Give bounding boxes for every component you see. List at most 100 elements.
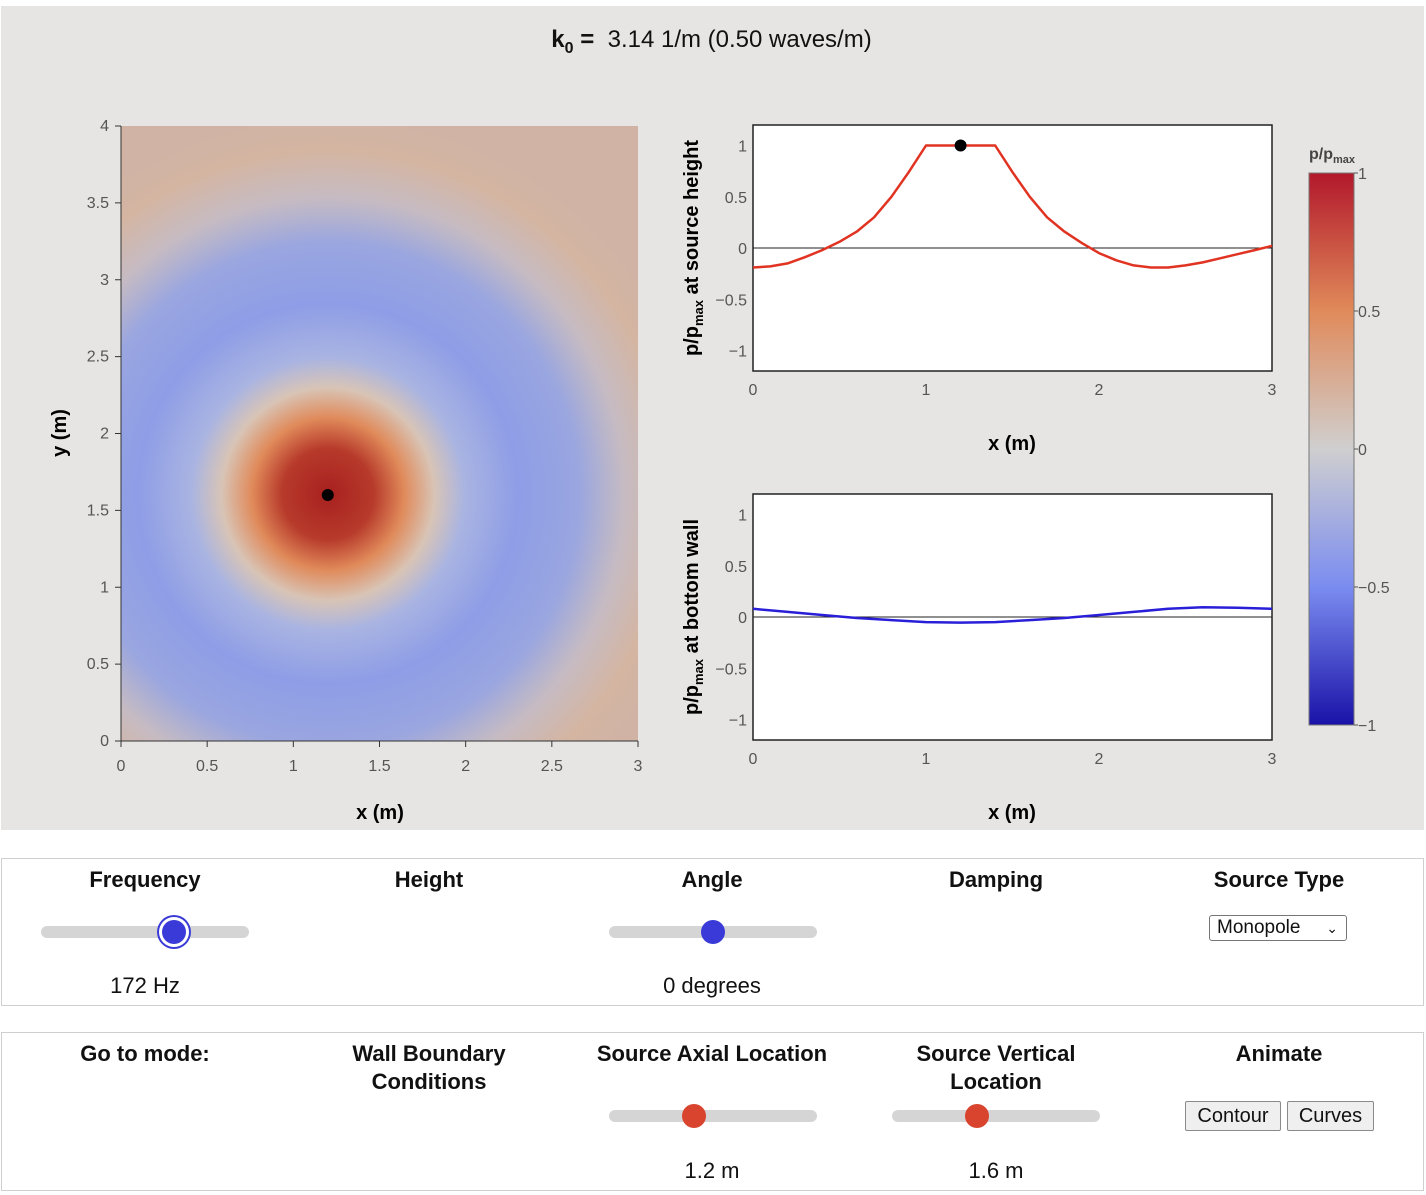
contour-y-tick-label: 4 [100, 118, 109, 135]
wall-boundary-title-line1: Wall Boundary [352, 1041, 506, 1066]
k-value: 3.14 1/m (0.50 waves/m) [607, 26, 872, 53]
source-height-chart: 1 0.5 0 −0.5 −1 0 1 2 3 [715, 139, 1276, 400]
source-vertical-title-line1: Source Vertical [916, 1041, 1076, 1066]
colorbar-tick-label: 0 [1358, 442, 1367, 459]
angle-slider-thumb[interactable] [701, 920, 725, 944]
contour-y-label: y (m) [49, 409, 71, 457]
source-vertical-value: 1.6 m [968, 1158, 1024, 1183]
frequency-value: 172 Hz [110, 973, 180, 998]
bottom-wall-chart: 1 0.5 0 −0.5 −1 0 1 2 3 [715, 508, 1276, 769]
contour-x-tick-label: 3 [634, 758, 643, 775]
frequency-control: Frequency [30, 866, 260, 894]
source-vertical-slider[interactable] [892, 1104, 1100, 1128]
damping-title: Damping [948, 867, 1044, 892]
figure-svg: 0 0.5 1 1.5 2 2.5 3 0 0.5 1 1.5 2 2.5 3 3.5 4 x (m) y (… [49, 118, 1390, 824]
animate-curves-button[interactable]: Curves [1287, 1101, 1374, 1131]
y-tick-label: 0.5 [725, 559, 747, 576]
wavenumber-readout: k0 = 3.14 1/m (0.50 waves/m) [0, 26, 1423, 58]
source-vertical-title-line2: Location [950, 1069, 1042, 1094]
contour-ticks: 0 0.5 1 1.5 2 2.5 3 0 0.5 1 1.5 2 2.5 3 3.5 4 [87, 118, 643, 775]
source-type-title: Source Type [1213, 867, 1345, 892]
contour-y-tick-label: 2.5 [87, 349, 109, 366]
bottom-wall-x-label: x (m) [988, 802, 1036, 824]
contour-x-tick-label: 0 [117, 758, 126, 775]
animate-contour-button[interactable]: Contour [1185, 1101, 1281, 1131]
contour-x-tick-label: 0.5 [196, 758, 218, 775]
source-axial-slider-thumb[interactable] [682, 1104, 707, 1128]
y-tick-label: −1 [729, 344, 747, 361]
y-tick-label: −1 [729, 713, 747, 730]
colorbar-title: p/pmax [1309, 146, 1356, 166]
y-tick-label: 0 [738, 610, 747, 627]
contour-y-tick-label: 1.5 [87, 502, 109, 519]
contour-x-label: x (m) [356, 802, 404, 824]
colorbar-tick-label: 0.5 [1358, 304, 1380, 321]
colorbar [1308, 172, 1355, 726]
damping-control: Damping [881, 866, 1111, 894]
wall-boundary-control: Wall Boundary Conditions [314, 1040, 544, 1096]
y-tick-label: 0.5 [725, 190, 747, 207]
contour-x-tick-label: 2 [461, 758, 470, 775]
y-tick-label: −0.5 [715, 292, 747, 309]
source-height-x-label: x (m) [988, 433, 1036, 455]
frequency-slider[interactable] [41, 920, 249, 944]
pressure-field-heatmap [121, 126, 638, 741]
x-tick-label: 3 [1268, 382, 1277, 399]
source-axial-slider[interactable] [609, 1104, 817, 1128]
y-tick-label: 1 [738, 508, 747, 525]
contour-y-tick-label: 3 [100, 272, 109, 289]
animate-title: Animate [1235, 1041, 1323, 1066]
angle-title: Angle [681, 867, 743, 892]
x-tick-label: 2 [1095, 751, 1104, 768]
k-subscript: 0 [564, 39, 574, 57]
frequency-title: Frequency [89, 867, 201, 892]
contour-x-tick-label: 1 [289, 758, 298, 775]
contour-y-tick-label: 0.5 [87, 656, 109, 673]
x-tick-label: 0 [749, 751, 758, 768]
colorbar-tick-label: −0.5 [1358, 580, 1390, 597]
colorbar-tick-label: 1 [1358, 166, 1367, 183]
angle-control: Angle [597, 866, 827, 894]
series-line [752, 144, 1273, 269]
x-tick-label: 2 [1095, 382, 1104, 399]
source-point-marker [954, 139, 967, 152]
contour-y-tick-label: 1 [100, 579, 109, 596]
colorbar-tick-label: −1 [1358, 718, 1376, 735]
go-to-mode-control: Go to mode: [30, 1040, 260, 1068]
y-tick-label: −0.5 [715, 661, 747, 678]
height-title: Height [394, 867, 464, 892]
colorbar-ticks: 1 0.5 0 −0.5 −1 [1354, 166, 1390, 735]
contour-x-tick-label: 1.5 [368, 758, 390, 775]
x-tick-label: 1 [922, 751, 931, 768]
k-equals: = [580, 26, 595, 53]
angle-value: 0 degrees [663, 973, 761, 998]
chevron-down-icon: ⌄ [1326, 920, 1338, 936]
go-to-mode-title: Go to mode: [80, 1041, 210, 1066]
contour-y-tick-label: 2 [100, 426, 109, 443]
x-tick-label: 3 [1268, 751, 1277, 768]
contour-y-tick-label: 3.5 [87, 195, 109, 212]
source-vertical-control: Source Vertical Location [881, 1040, 1111, 1096]
frequency-slider-thumb[interactable] [162, 920, 187, 944]
source-axial-value: 1.2 m [684, 1158, 740, 1183]
y-tick-label: 0 [738, 241, 747, 258]
source-axial-control: Source Axial Location [577, 1040, 847, 1068]
source-type-selected: Monopole [1217, 917, 1301, 938]
k-symbol: k [551, 26, 565, 53]
source-axial-title: Source Axial Location [596, 1041, 828, 1066]
contour-y-tick-label: 0 [100, 733, 109, 750]
x-tick-label: 1 [922, 382, 931, 399]
height-control: Height [314, 866, 544, 894]
wall-boundary-title-line2: Conditions [371, 1069, 487, 1094]
source-height-y-label: p/pmax at source height [681, 140, 706, 356]
source-type-select[interactable]: Monopole ⌄ [1209, 915, 1347, 941]
contour-x-tick-label: 2.5 [541, 758, 563, 775]
source-type-control: Source Type [1164, 866, 1394, 894]
source-marker[interactable] [321, 489, 334, 501]
bottom-wall-y-label: p/pmax at bottom wall [681, 519, 706, 715]
animate-control: Animate [1164, 1040, 1394, 1068]
source-vertical-slider-thumb[interactable] [965, 1104, 990, 1128]
angle-slider[interactable] [609, 920, 817, 944]
x-tick-label: 0 [749, 382, 758, 399]
y-tick-label: 1 [738, 139, 747, 156]
